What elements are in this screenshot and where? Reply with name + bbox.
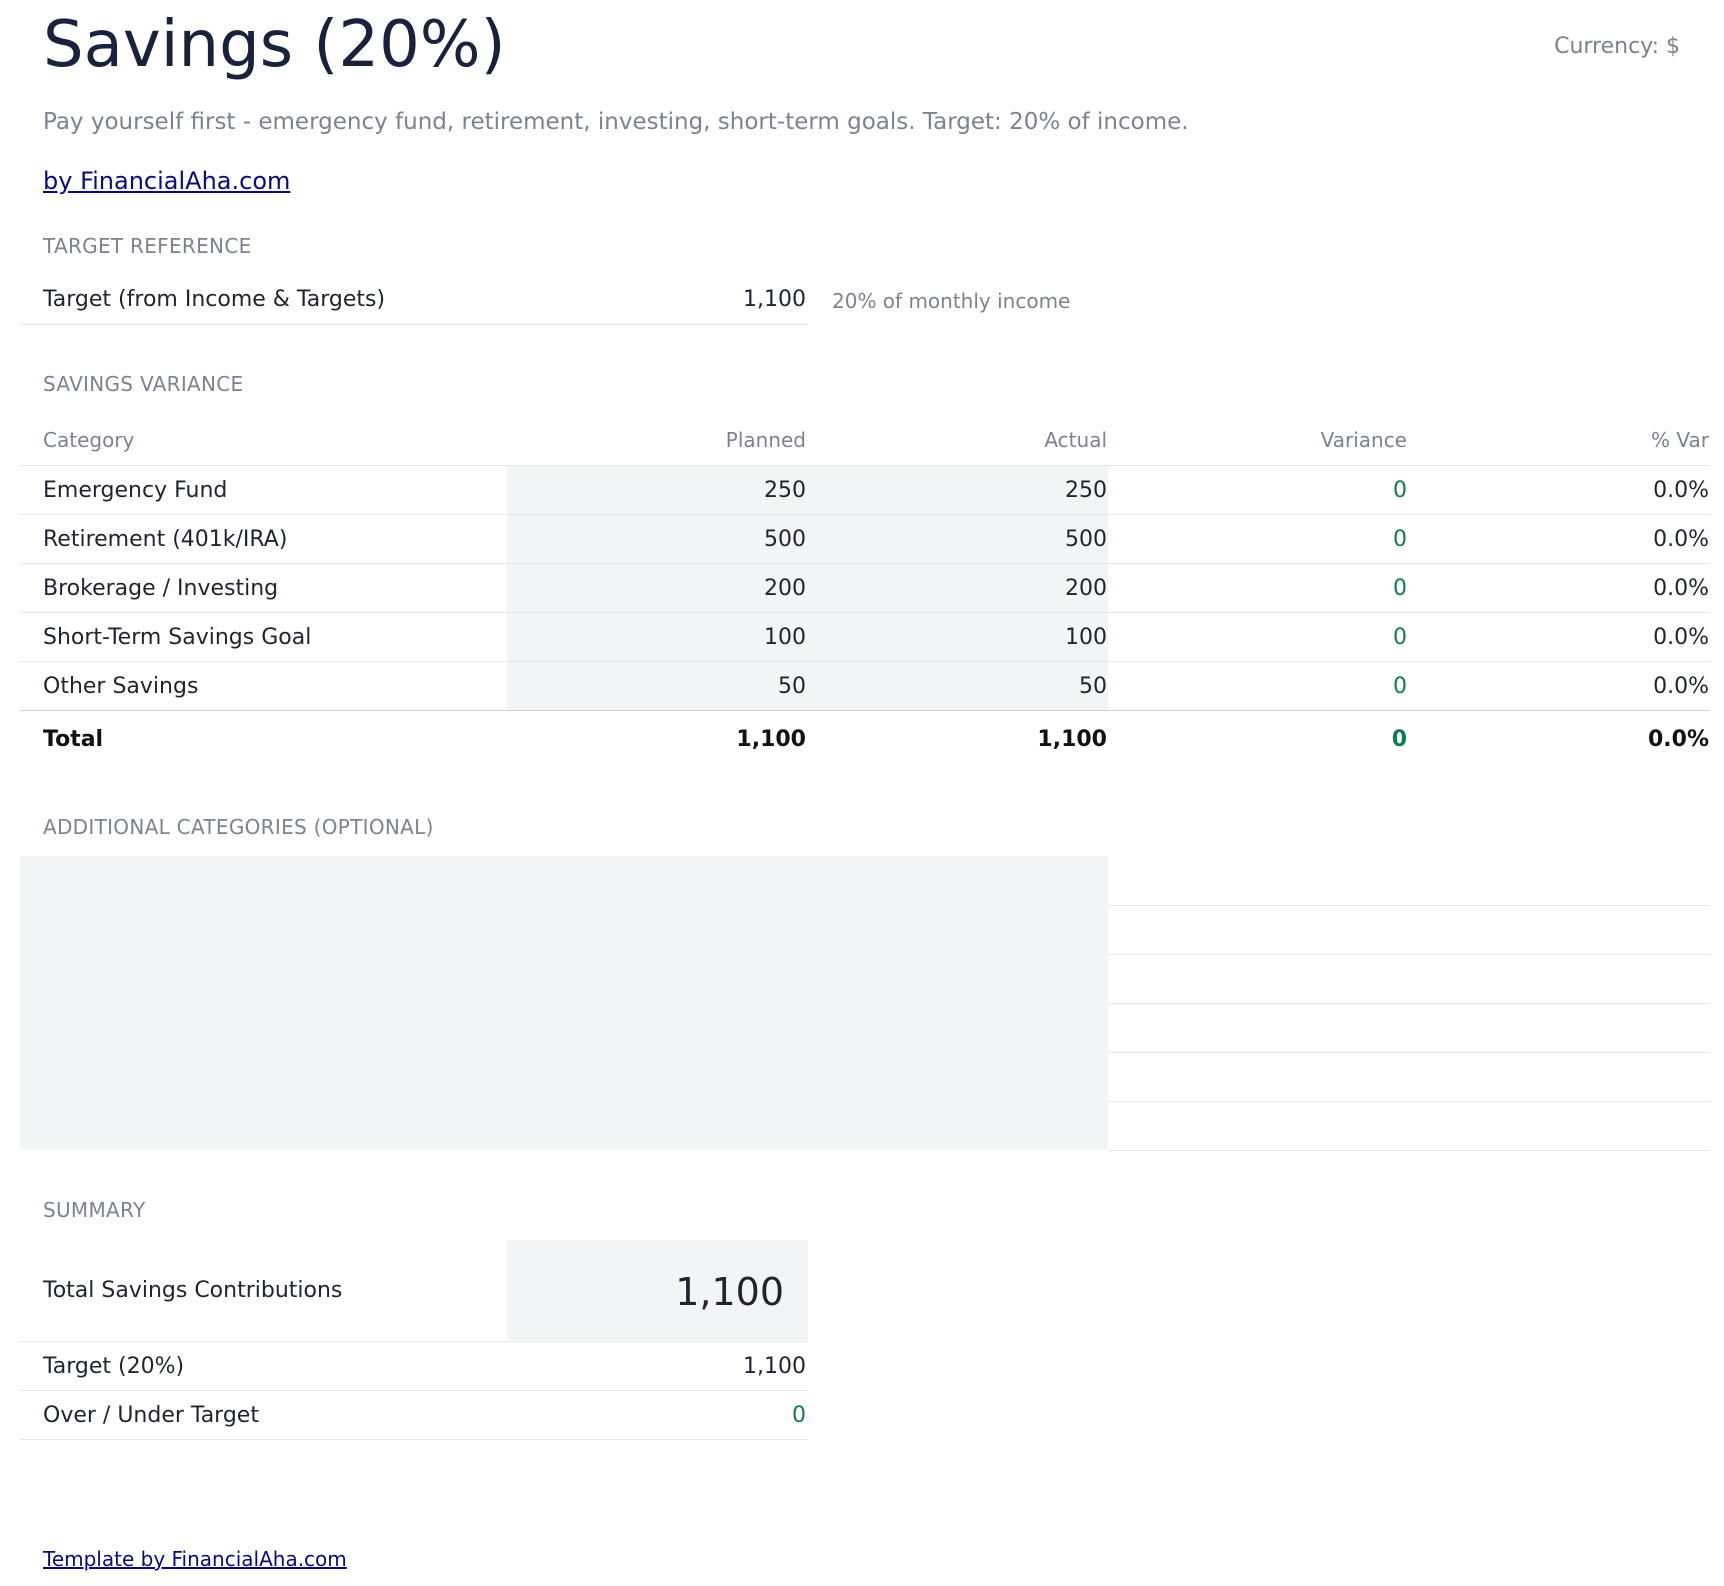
row-planned-input[interactable]: 100 [764,625,806,650]
additional-row-divider [1108,954,1710,955]
summary-over-under-value: 0 [792,1403,806,1428]
summary-target-label: Target (20%) [43,1354,185,1379]
page-subtitle: Pay yourself first - emergency fund, ret… [43,109,1189,135]
row-variance: 0 [1393,625,1407,650]
planned-actual-input-area [507,466,1108,710]
row-category: Retirement (401k/IRA) [43,527,288,552]
row-actual-input[interactable]: 50 [1079,674,1107,699]
row-actual-input[interactable]: 200 [1065,576,1107,601]
row-variance: 0 [1393,674,1407,699]
additional-heading: ADDITIONAL CATEGORIES (OPTIONAL) [43,815,434,839]
row-category: Other Savings [43,674,199,699]
row-actual-input[interactable]: 100 [1065,625,1107,650]
target-reference-divider [20,324,808,325]
column-header-variance: Variance [1320,428,1407,452]
total-label: Total [43,727,104,752]
additional-row-divider [1108,1101,1710,1102]
summary-target-value: 1,100 [743,1354,806,1379]
row-variance: 0 [1393,527,1407,552]
row-pct-var: 0.0% [1653,478,1709,503]
row-divider [20,661,1710,662]
row-divider [20,514,1710,515]
total-pct-var: 0.0% [1647,727,1709,752]
target-reference-label: Target (from Income & Targets) [43,287,386,312]
header-divider [20,465,1710,466]
row-category: Emergency Fund [43,478,228,503]
row-actual-input[interactable]: 500 [1065,527,1107,552]
row-variance: 0 [1393,576,1407,601]
row-variance: 0 [1393,478,1407,503]
footer-link[interactable]: Template by FinancialAha.com [43,1547,347,1571]
summary-total-box [507,1240,808,1340]
total-variance: 0 [1391,727,1407,752]
column-header-actual: Actual [1044,428,1107,452]
column-header-planned: Planned [725,428,806,452]
additional-row-divider [1108,905,1710,906]
target-reference-heading: TARGET REFERENCE [43,234,252,258]
total-planned: 1,100 [736,727,806,752]
additional-row-divider [1108,1150,1710,1151]
summary-divider [20,1341,808,1342]
row-planned-input[interactable]: 200 [764,576,806,601]
summary-heading: SUMMARY [43,1198,146,1222]
currency-label: Currency: $ [1554,34,1680,59]
total-divider [20,710,1710,711]
column-header-category: Category [43,428,135,452]
additional-categories-input-area[interactable] [20,856,1108,1150]
summary-over-under-label: Over / Under Target [43,1403,259,1428]
additional-row-divider [1108,1052,1710,1053]
byline-link[interactable]: by FinancialAha.com [43,167,291,195]
total-actual: 1,100 [1037,727,1107,752]
summary-total-value: 1,100 [675,1270,784,1314]
additional-row-divider [1108,1003,1710,1004]
summary-divider [20,1390,808,1391]
row-planned-input[interactable]: 500 [764,527,806,552]
target-reference-value: 1,100 [743,287,806,312]
target-reference-note: 20% of monthly income [832,289,1071,313]
row-planned-input[interactable]: 50 [778,674,806,699]
page-title: Savings (20%) [43,8,506,82]
row-pct-var: 0.0% [1653,625,1709,650]
summary-total-label: Total Savings Contributions [43,1278,343,1303]
row-planned-input[interactable]: 250 [764,478,806,503]
variance-heading: SAVINGS VARIANCE [43,372,244,396]
row-pct-var: 0.0% [1653,576,1709,601]
row-actual-input[interactable]: 250 [1065,478,1107,503]
row-divider [20,563,1710,564]
summary-divider [20,1439,808,1440]
row-category: Brokerage / Investing [43,576,279,601]
row-category: Short-Term Savings Goal [43,625,312,650]
column-header-pct-var: % Var [1651,428,1709,452]
row-pct-var: 0.0% [1653,674,1709,699]
row-pct-var: 0.0% [1653,527,1709,552]
row-divider [20,612,1710,613]
